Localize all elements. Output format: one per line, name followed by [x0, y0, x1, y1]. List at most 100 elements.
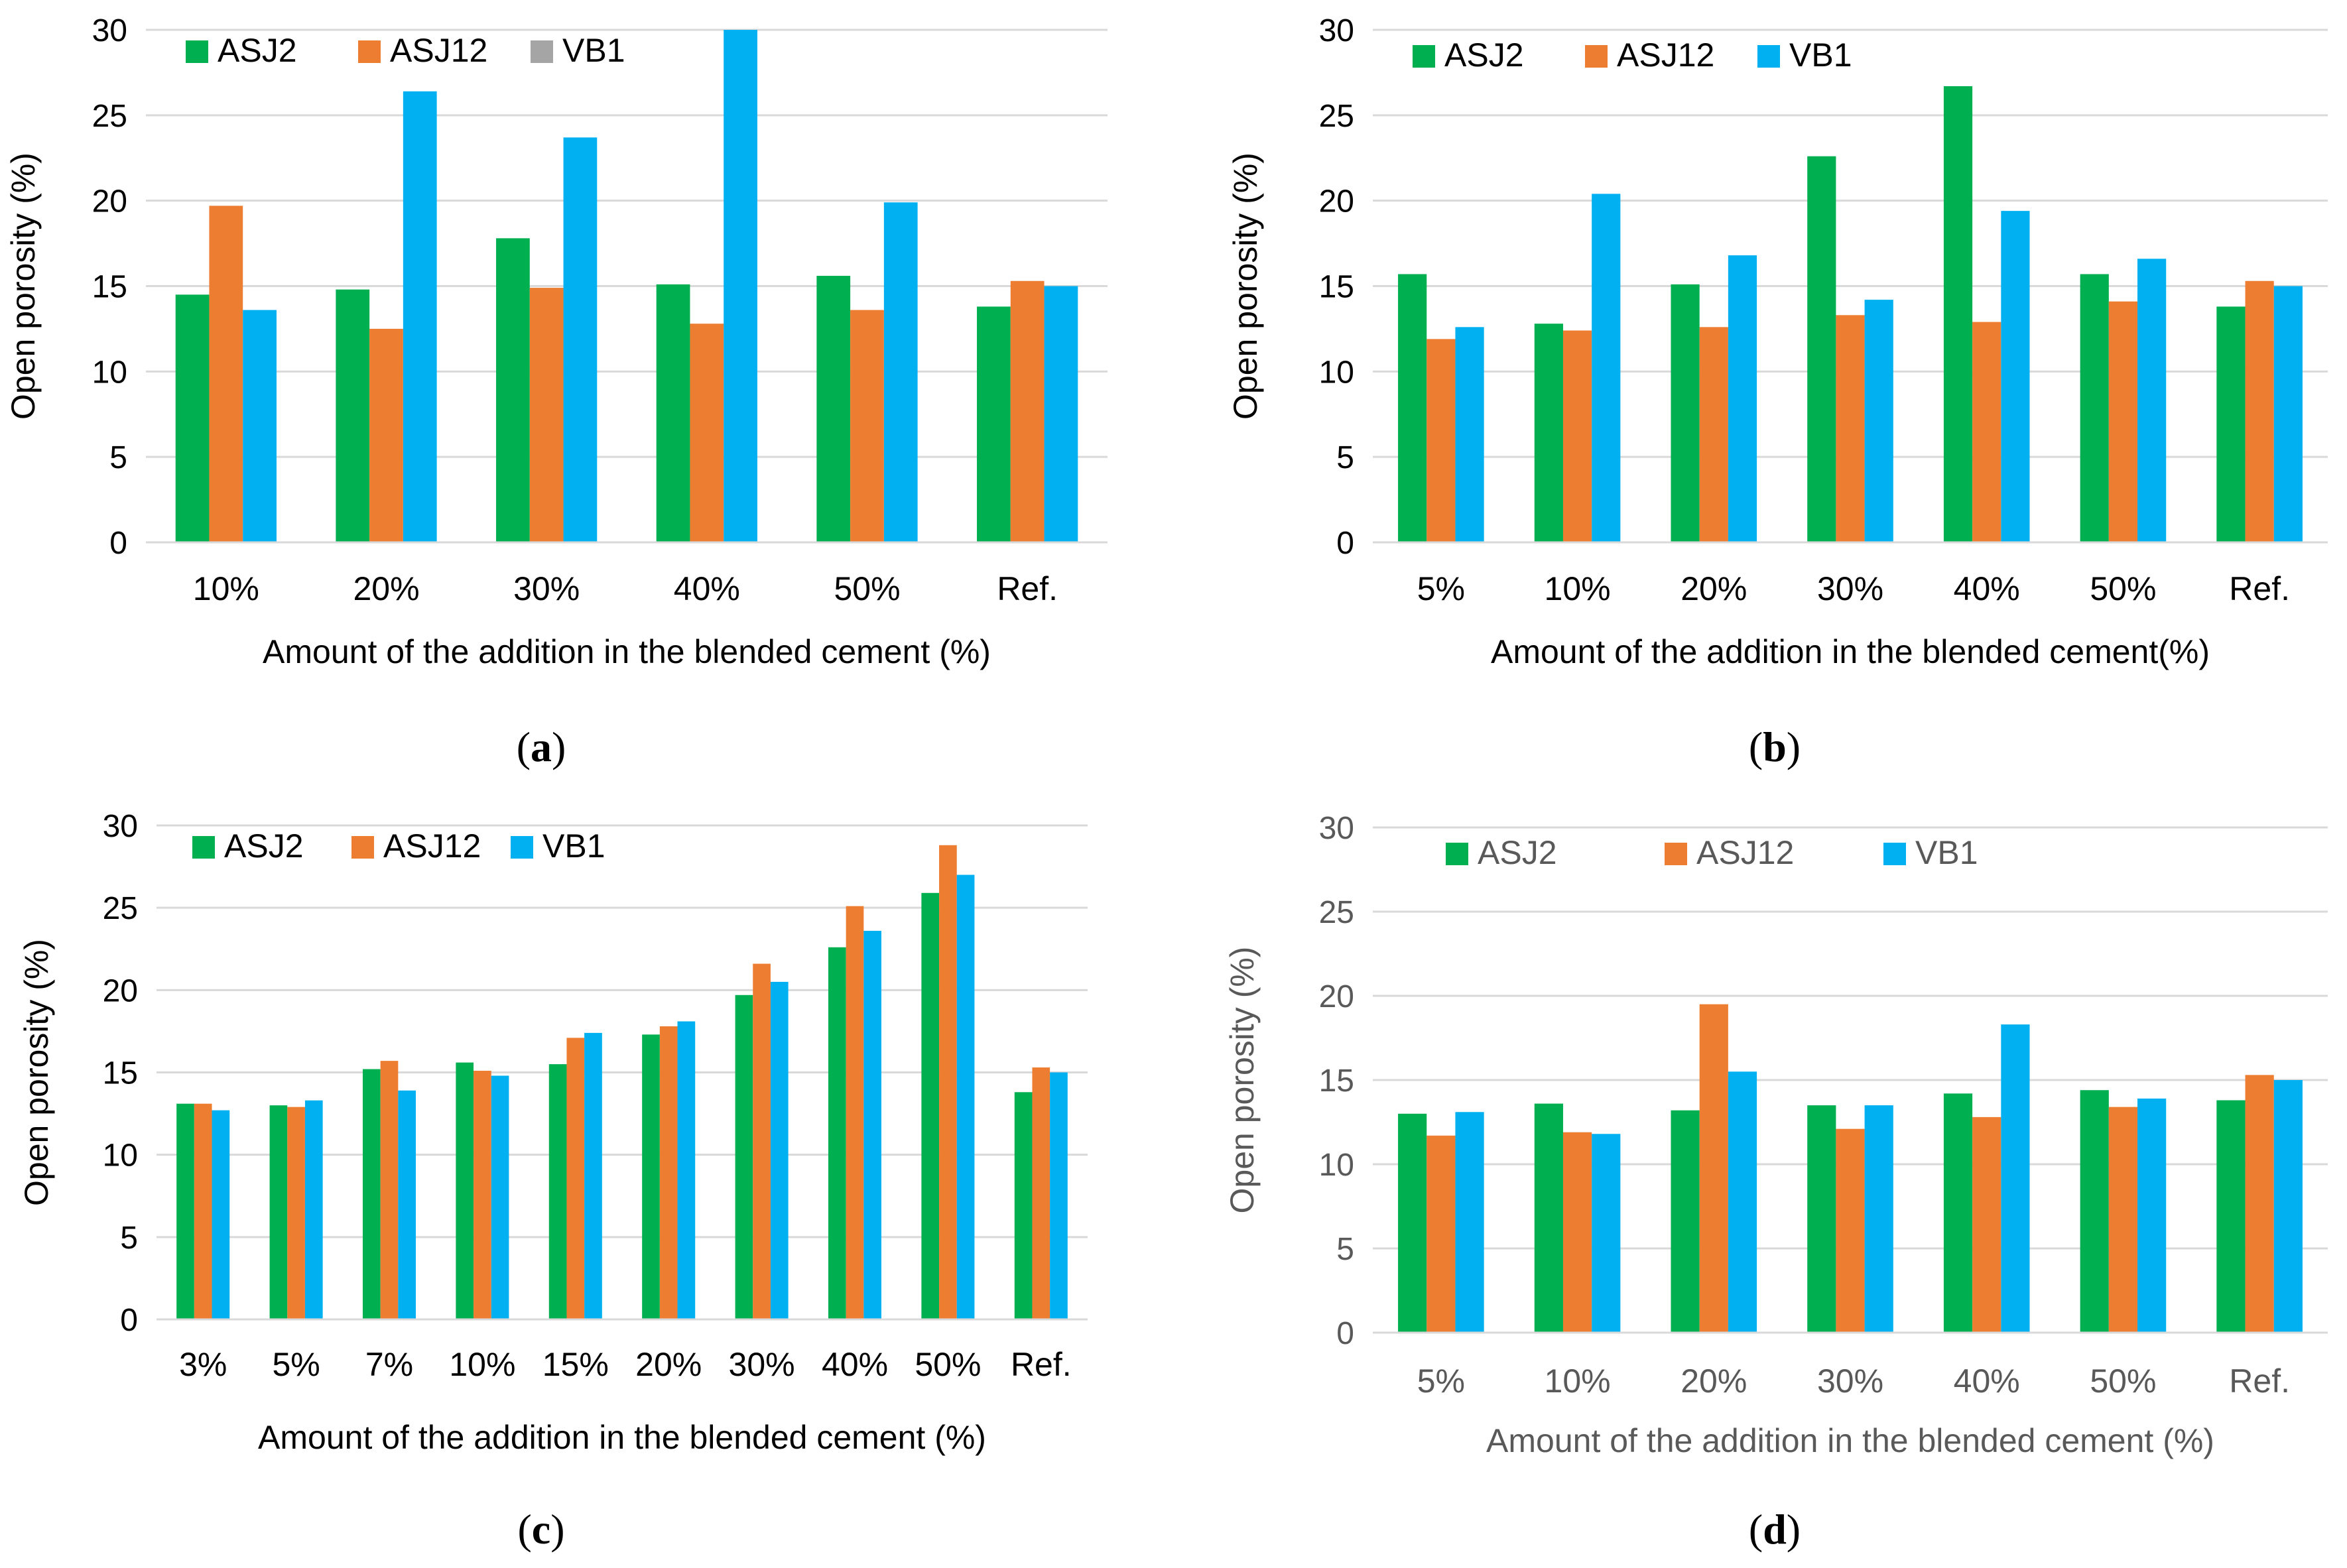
- x-tick-label-c-0: 3%: [179, 1346, 227, 1383]
- legend-label-d-ASJ12: ASJ12: [1696, 834, 1794, 871]
- bar-a-ASJ12-2: [529, 288, 564, 542]
- y-tick-label-c-3: 15: [103, 1056, 138, 1091]
- x-tick-label-b-0: 5%: [1417, 570, 1465, 607]
- y-tick-label-b-6: 30: [1319, 13, 1354, 48]
- bar-c-ASJ2-7: [828, 947, 846, 1319]
- x-tick-label-b-6: Ref.: [2229, 570, 2290, 607]
- bar-a-VB1-4: [883, 202, 918, 542]
- bar-d-ASJ2-2: [1671, 1110, 1700, 1333]
- bar-d-ASJ12-0: [1427, 1135, 1456, 1333]
- bar-b-ASJ2-4: [1943, 86, 1973, 542]
- bar-c-ASJ12-5: [659, 1026, 678, 1319]
- bar-d-ASJ12-1: [1562, 1132, 1592, 1333]
- legend-swatch-a-ASJ2: [186, 40, 208, 63]
- bar-c-ASJ12-3: [474, 1071, 491, 1319]
- y-axis-label-c: Open porosity (%): [18, 939, 55, 1206]
- bar-b-ASJ2-1: [1534, 324, 1563, 542]
- bar-d-ASJ2-1: [1534, 1103, 1563, 1333]
- bar-c-ASJ2-1: [269, 1105, 288, 1319]
- legend-swatch-b-ASJ2: [1413, 45, 1435, 68]
- bar-b-VB1-3: [1864, 300, 1893, 542]
- bar-b-ASJ12-4: [1972, 322, 2001, 542]
- legend-label-c-ASJ12: ASJ12: [383, 827, 481, 865]
- bar-d-ASJ2-5: [2080, 1090, 2109, 1333]
- bar-c-ASJ12-8: [939, 845, 957, 1319]
- bar-d-VB1-0: [1455, 1112, 1484, 1333]
- y-axis-label-b: Open porosity (%): [1227, 152, 1264, 420]
- bar-d-ASJ12-2: [1699, 1004, 1728, 1333]
- bar-c-VB1-4: [584, 1032, 602, 1319]
- bar-c-ASJ12-7: [846, 906, 864, 1319]
- bar-b-ASJ12-5: [2108, 301, 2138, 542]
- x-tick-label-b-2: 20%: [1681, 570, 1747, 607]
- x-tick-label-d-3: 30%: [1817, 1362, 1883, 1400]
- y-tick-label-d-1: 5: [1336, 1232, 1354, 1267]
- x-tick-label-a-2: 30%: [513, 570, 580, 607]
- x-tick-label-a-3: 40%: [674, 570, 740, 607]
- bar-c-VB1-2: [398, 1090, 416, 1319]
- bar-b-ASJ2-6: [2216, 306, 2246, 542]
- y-tick-label-d-0: 0: [1336, 1316, 1354, 1351]
- bar-d-VB1-5: [2137, 1098, 2167, 1333]
- bar-b-VB1-0: [1455, 327, 1484, 542]
- bar-d-ASJ12-5: [2108, 1107, 2138, 1333]
- bar-b-ASJ12-6: [2245, 280, 2274, 542]
- legend-swatch-c-ASJ12: [351, 836, 374, 859]
- y-tick-label-c-1: 5: [120, 1221, 138, 1256]
- bar-c-ASJ12-1: [287, 1107, 305, 1319]
- y-tick-label-c-4: 20: [103, 973, 138, 1008]
- y-tick-label-c-0: 0: [120, 1303, 138, 1338]
- x-tick-label-d-4: 40%: [1954, 1362, 2020, 1400]
- bar-d-ASJ12-4: [1972, 1116, 2001, 1333]
- bar-d-VB1-6: [2273, 1080, 2303, 1333]
- legend-label-d-VB1: VB1: [1915, 834, 1978, 871]
- x-tick-label-a-4: 50%: [834, 570, 900, 607]
- legend-swatch-d-ASJ12: [1665, 843, 1687, 865]
- bar-b-ASJ2-5: [2080, 274, 2109, 542]
- bar-c-VB1-3: [491, 1075, 509, 1319]
- x-tick-label-b-4: 40%: [1954, 570, 2020, 607]
- legend-label-a-VB1: VB1: [562, 32, 625, 69]
- legend-label-c-ASJ2: ASJ2: [224, 827, 304, 865]
- legend-label-a-ASJ12: ASJ12: [390, 32, 487, 69]
- x-axis-label-c: Amount of the addition in the blended ce…: [258, 1419, 986, 1456]
- bar-c-ASJ12-4: [566, 1038, 585, 1319]
- x-tick-label-a-5: Ref.: [997, 570, 1058, 607]
- legend-swatch-b-ASJ12: [1585, 45, 1608, 68]
- legend-label-b-ASJ12: ASJ12: [1617, 36, 1714, 74]
- bar-c-ASJ12-2: [380, 1061, 399, 1319]
- bar-c-VB1-5: [677, 1021, 696, 1319]
- legend-swatch-c-VB1: [511, 836, 533, 859]
- y-tick-label-c-2: 10: [103, 1138, 138, 1174]
- legend-label-c-VB1: VB1: [542, 827, 605, 865]
- x-tick-label-d-2: 20%: [1681, 1362, 1747, 1400]
- bar-d-VB1-1: [1592, 1134, 1621, 1333]
- bar-a-VB1-5: [1044, 286, 1078, 542]
- caption-c: (c): [517, 1506, 565, 1553]
- x-tick-label-c-8: 50%: [915, 1346, 981, 1383]
- bar-a-ASJ12-0: [209, 206, 243, 542]
- bar-d-VB1-2: [1728, 1071, 1757, 1333]
- legend-swatch-b-VB1: [1757, 45, 1780, 68]
- caption-a: (a): [516, 723, 566, 770]
- y-axis-label-d: Open porosity (%): [1224, 947, 1261, 1214]
- x-tick-label-c-9: Ref.: [1011, 1346, 1072, 1383]
- x-tick-label-c-2: 7%: [365, 1346, 413, 1383]
- bar-c-ASJ2-9: [1014, 1092, 1033, 1319]
- y-tick-label-b-5: 25: [1319, 99, 1354, 134]
- y-tick-label-d-2: 10: [1319, 1148, 1354, 1183]
- bar-a-ASJ2-3: [656, 284, 690, 542]
- bar-b-ASJ12-2: [1699, 327, 1728, 542]
- bar-d-ASJ12-3: [1836, 1128, 1865, 1333]
- x-axis-label-d: Amount of the addition in the blended ce…: [1486, 1422, 2214, 1459]
- bar-a-VB1-1: [403, 91, 437, 542]
- bar-c-ASJ2-6: [735, 995, 753, 1319]
- bar-b-ASJ2-2: [1671, 284, 1700, 542]
- y-tick-label-b-2: 10: [1319, 355, 1354, 390]
- x-tick-label-b-3: 30%: [1817, 570, 1883, 607]
- bar-b-VB1-5: [2137, 259, 2167, 542]
- bar-a-ASJ2-1: [336, 289, 370, 542]
- legend-label-d-ASJ2: ASJ2: [1478, 834, 1557, 871]
- legend-swatch-c-ASJ2: [192, 836, 215, 859]
